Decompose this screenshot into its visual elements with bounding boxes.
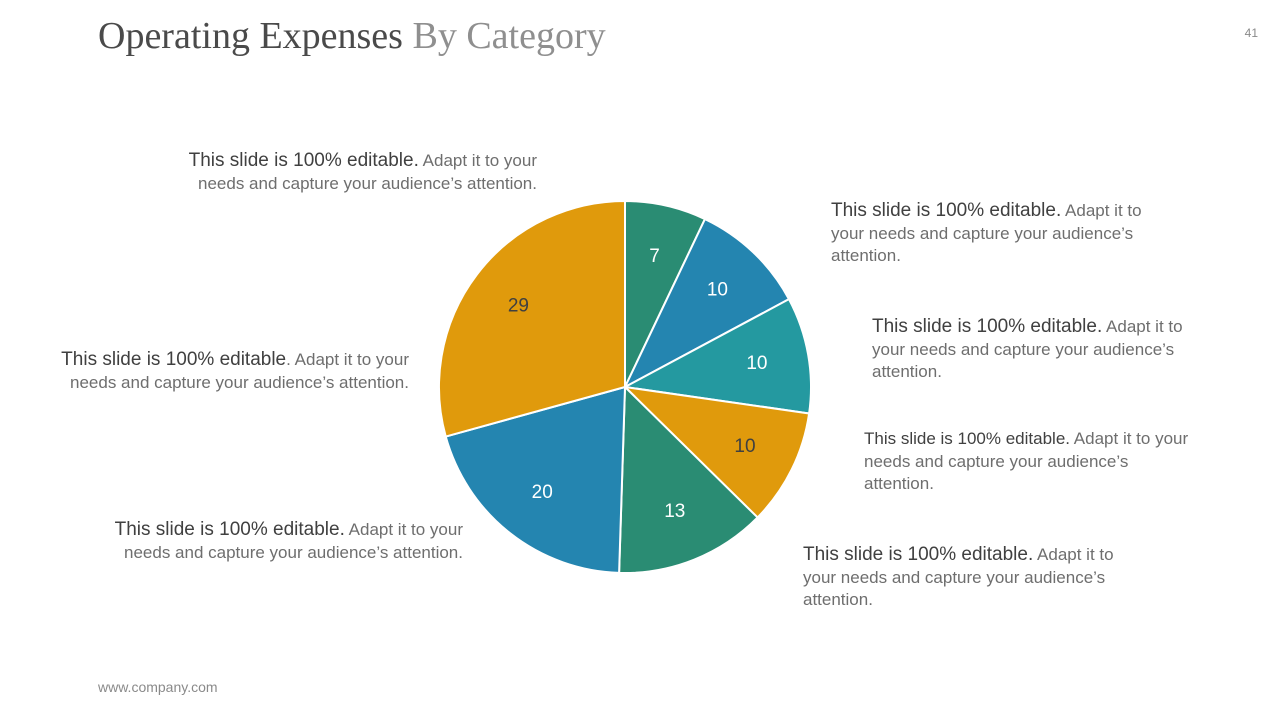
pie-data-label-6: 20	[532, 482, 553, 503]
callout-body: Adapt it to your needs and capture your …	[864, 429, 1189, 493]
callout-lead: This slide is 100% editable.	[114, 519, 345, 540]
callout-lead: This slide is 100% editable.	[188, 150, 419, 171]
callout-bottom-right: This slide is 100% editable. Adapt it to…	[803, 544, 1133, 612]
callout-lead: This slide is 100% editable.	[803, 544, 1034, 565]
pie-data-label-2: 10	[707, 280, 728, 301]
pie-slice-3	[621, 297, 812, 415]
pie-data-label-4: 10	[734, 436, 755, 457]
pie-data-label-5: 13	[664, 501, 685, 522]
callout-body: Adapt it to your needs and capture your …	[831, 201, 1142, 265]
footer-url: www.company.com	[98, 679, 218, 695]
callout-lead: This slide is 100% editable.	[864, 429, 1071, 448]
pie-slice-7	[438, 199, 626, 438]
callout-body: Adapt it to your needs and capture your …	[124, 520, 463, 562]
callout-lead: This slide is 100% editable	[61, 349, 287, 370]
pie-slice-2	[622, 217, 791, 390]
callout-body: Adapt it to your needs and capture your …	[803, 545, 1114, 609]
pie-slice-6	[444, 385, 627, 574]
callout-middle-left: This slide is 100% editable. Adapt it to…	[49, 349, 409, 394]
pie-data-label-3: 10	[746, 353, 767, 374]
callout-right-upper: This slide is 100% editable. Adapt it to…	[872, 316, 1202, 384]
callout-top-left: This slide is 100% editable. Adapt it to…	[177, 150, 537, 195]
page-number: 41	[1244, 26, 1258, 40]
callout-lead: This slide is 100% editable.	[872, 316, 1103, 337]
slide-title: Operating Expenses By Category	[98, 14, 606, 58]
pie-data-label-1: 7	[649, 246, 660, 267]
callout-bottom-left: This slide is 100% editable. Adapt it to…	[103, 519, 463, 564]
callout-body: Adapt it to your needs and capture your …	[198, 151, 537, 193]
callout-right-lower: This slide is 100% editable. Adapt it to…	[864, 428, 1194, 496]
callout-top-right: This slide is 100% editable. Adapt it to…	[831, 200, 1161, 268]
callout-body: Adapt it to your needs and capture your …	[872, 317, 1183, 381]
pie-slice-5	[618, 384, 759, 574]
pie-data-label-7: 29	[508, 295, 529, 316]
title-main: Operating Expenses	[98, 15, 403, 57]
callout-lead: This slide is 100% editable.	[831, 200, 1062, 221]
callout-body: . Adapt it to your needs and capture you…	[70, 350, 409, 392]
title-accent: By Category	[402, 15, 606, 57]
pie-slice-4	[622, 385, 811, 519]
